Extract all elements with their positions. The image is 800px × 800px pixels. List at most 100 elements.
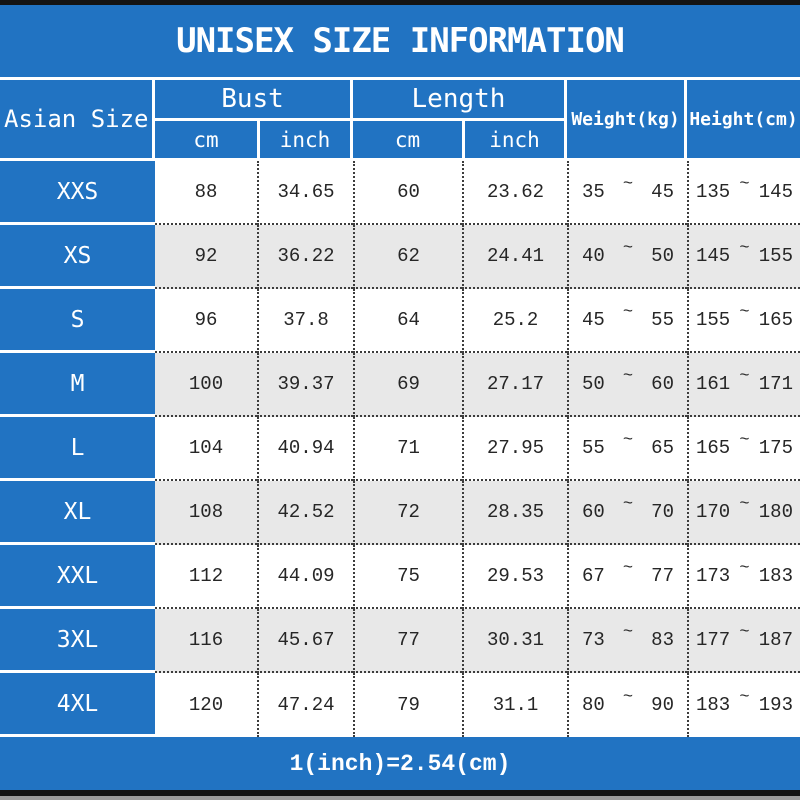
- tilde-icon: ~: [739, 430, 750, 450]
- length-cm-value: 71: [353, 417, 462, 481]
- weight-max-value: 60: [651, 373, 674, 395]
- height-min-value: 161: [696, 373, 731, 395]
- height-min-value: 165: [696, 437, 731, 459]
- weight-range: 73 ~83: [567, 609, 687, 673]
- tilde-icon: ~: [622, 494, 634, 514]
- table-row-xs: XS 92 36.22 62 24.41 40 ~50 145 ~155: [0, 225, 800, 289]
- bust-inch-value: 44.09: [257, 545, 353, 609]
- height-range: 170 ~180: [687, 481, 800, 545]
- bust-cm-value: 92: [155, 225, 257, 289]
- length-inch-value: 31.1: [462, 673, 567, 737]
- bust-cm-value: 96: [155, 289, 257, 353]
- height-range: 145 ~155: [687, 225, 800, 289]
- weight-max-value: 70: [651, 501, 674, 523]
- bust-subheaders: cm inch: [155, 121, 350, 158]
- tilde-icon: ~: [739, 687, 750, 707]
- title-band: UNISEX SIZE INFORMATION: [0, 5, 800, 77]
- bust-inch-value: 40.94: [257, 417, 353, 481]
- table-row-xl: XL 108 42.52 72 28.35 60 ~70 170 ~180: [0, 481, 800, 545]
- tilde-icon: ~: [739, 174, 750, 194]
- size-label: XXS: [0, 161, 155, 225]
- height-range: 165 ~175: [687, 417, 800, 481]
- table-row-xxs: XXS 88 34.65 60 23.62 35 ~45 135 ~145: [0, 161, 800, 225]
- weight-range: 67 ~77: [567, 545, 687, 609]
- bust-inch-value: 34.65: [257, 161, 353, 225]
- size-label: M: [0, 353, 155, 417]
- weight-min-value: 60: [582, 501, 605, 523]
- height-min-value: 155: [696, 309, 731, 331]
- length-group-label: Length: [353, 80, 564, 121]
- length-cm-value: 69: [353, 353, 462, 417]
- table-row-s: S 96 37.8 64 25.2 45 ~55 155 ~165: [0, 289, 800, 353]
- bust-inch-value: 36.22: [257, 225, 353, 289]
- table-row-3xl: 3XL 116 45.67 77 30.31 73 ~83 177 ~187: [0, 609, 800, 673]
- bust-inch-value: 39.37: [257, 353, 353, 417]
- length-cm-value: 77: [353, 609, 462, 673]
- top-black-bar: [0, 0, 800, 5]
- weight-max-value: 83: [651, 629, 674, 651]
- tilde-icon: ~: [622, 174, 634, 194]
- height-range: 135 ~145: [687, 161, 800, 225]
- bust-cm-value: 120: [188, 694, 224, 716]
- tilde-icon: ~: [739, 238, 750, 258]
- weight-max-value: 55: [651, 309, 674, 331]
- tilde-icon: ~: [739, 366, 750, 386]
- weight-min-value: 73: [582, 629, 605, 651]
- length-subheaders: cm inch: [353, 121, 564, 158]
- size-label: S: [0, 289, 155, 353]
- bust-inch-value: 42.52: [257, 481, 353, 545]
- size-label: L: [0, 417, 155, 481]
- height-range: 155 ~165: [687, 289, 800, 353]
- subheader-length-cm: cm: [394, 127, 421, 152]
- column-header-asian-size: Asian Size: [0, 80, 155, 158]
- tilde-icon: ~: [622, 238, 634, 258]
- weight-min-value: 67: [582, 565, 605, 587]
- size-label: 4XL: [0, 673, 155, 737]
- length-inch-value: 25.2: [462, 289, 567, 353]
- table-row-xxl: XXL 112 44.09 75 29.53 67 ~77 173 ~183: [0, 545, 800, 609]
- height-max-value: 171: [758, 373, 793, 395]
- size-label: XXL: [0, 545, 155, 609]
- tilde-icon: ~: [739, 622, 750, 642]
- length-inch-value: 27.17: [462, 353, 567, 417]
- bottom-gray-strip: [0, 796, 800, 800]
- length-inch-value: 30.31: [462, 609, 567, 673]
- table-row-l: L 104 40.94 71 27.95 55 ~65 165 ~175: [0, 417, 800, 481]
- bust-inch-value: 47.24: [257, 673, 353, 737]
- height-range: 161 ~171: [687, 353, 800, 417]
- bust-cm-value: 100: [155, 353, 257, 417]
- subheader-length-inch: inch: [462, 121, 564, 158]
- height-min-value: 170: [696, 501, 731, 523]
- title-separator: [0, 77, 800, 80]
- length-cm-value: 75: [353, 545, 462, 609]
- weight-min-value: 35: [582, 181, 605, 203]
- height-range: 173 ~183: [687, 545, 800, 609]
- length-inch-value: 29.53: [462, 545, 567, 609]
- tilde-icon: ~: [622, 558, 634, 578]
- weight-range: 60 ~70: [567, 481, 687, 545]
- table-row-m: M 100 39.37 69 27.17 50 ~60 161 ~171: [0, 353, 800, 417]
- bust-cm-value: 116: [155, 609, 257, 673]
- height-max-value: 180: [758, 501, 793, 523]
- weight-min-value: 45: [582, 309, 605, 331]
- height-max-value: 175: [758, 437, 793, 459]
- length-inch-value: 28.35: [462, 481, 567, 545]
- tilde-icon: ~: [739, 494, 750, 514]
- weight-max-value: 45: [651, 181, 674, 203]
- height-max-value: 155: [758, 245, 793, 267]
- size-label: 3XL: [0, 609, 155, 673]
- column-header-weight: Weight(kg): [567, 80, 687, 158]
- table-header-row: Asian Size Bust cm inch Length cm inch W…: [0, 80, 800, 161]
- height-min-value: 173: [696, 565, 731, 587]
- weight-range: 50 ~60: [567, 353, 687, 417]
- length-cm-value: 64: [353, 289, 462, 353]
- footer-band: 1(inch)=2.54(cm): [0, 737, 800, 790]
- size-label: XL: [0, 481, 155, 545]
- column-group-bust: Bust cm inch: [155, 80, 353, 158]
- weight-min-value: 55: [582, 437, 605, 459]
- weight-min-value: 80: [582, 694, 605, 716]
- length-cm-value: 62: [353, 225, 462, 289]
- tilde-icon: ~: [622, 366, 634, 386]
- column-header-height: Height(cm): [689, 108, 798, 130]
